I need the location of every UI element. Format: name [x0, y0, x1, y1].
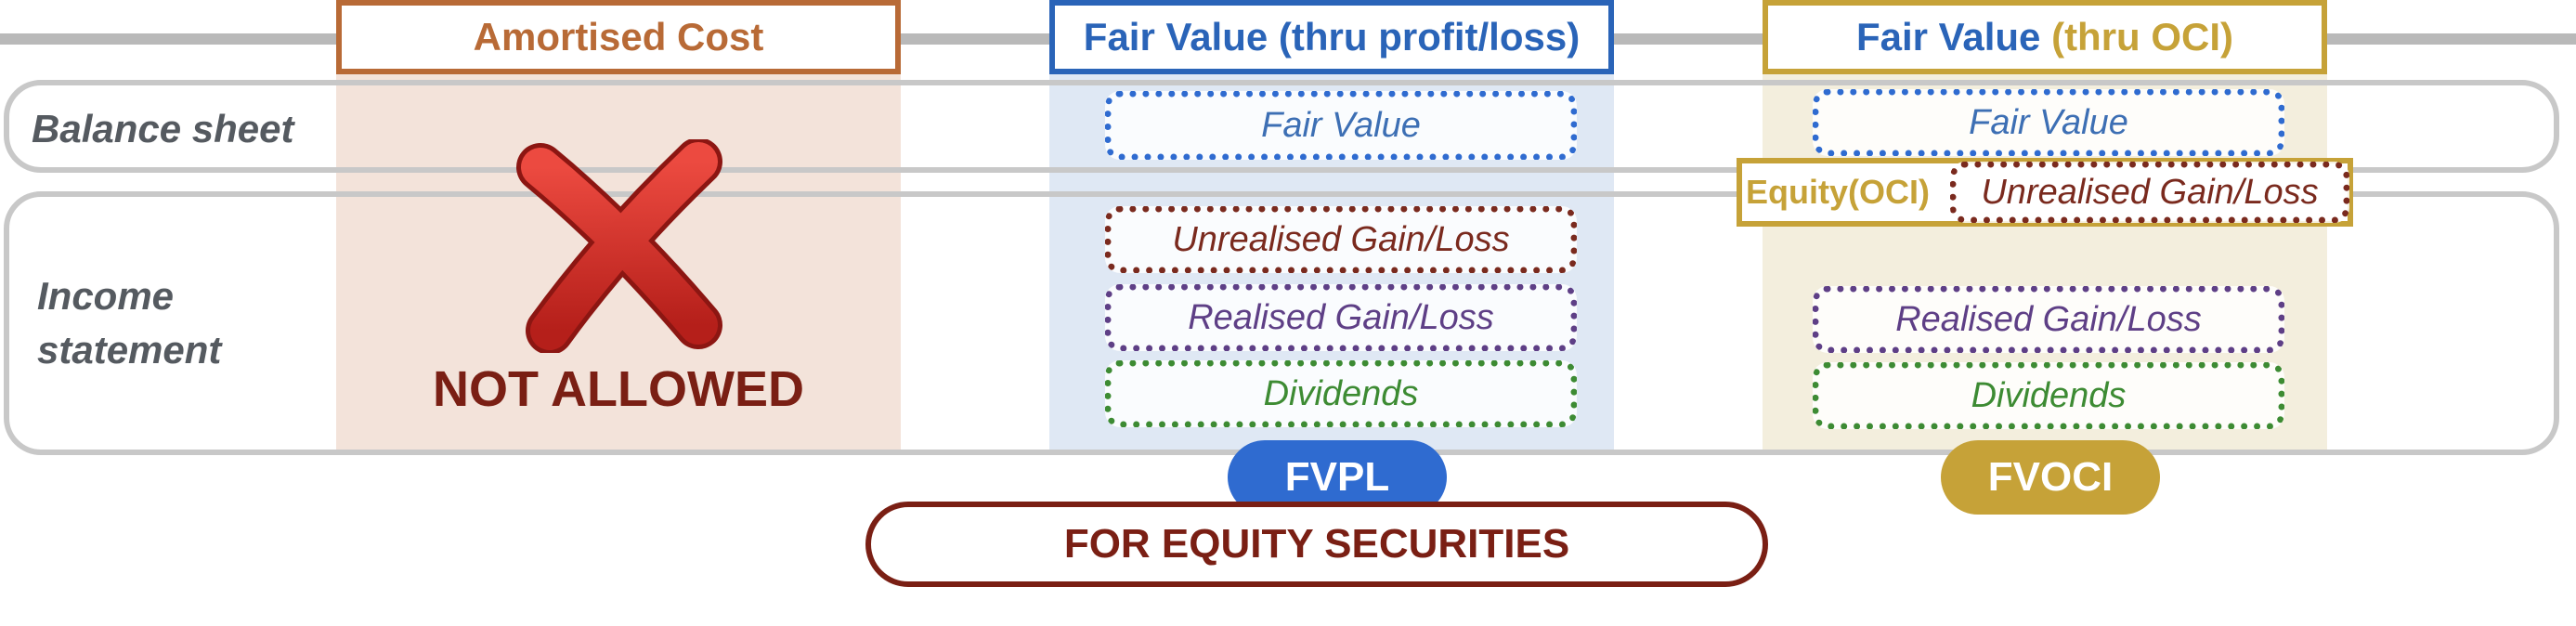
balance-sheet-label: Balance sheet — [32, 107, 294, 150]
fvoci-realised-box: Realised Gain/Loss — [1813, 286, 2284, 353]
fvoci-fair-value-box: Fair Value — [1813, 89, 2284, 156]
fvpl-header: Fair Value (thru profit/loss) — [1049, 0, 1614, 74]
fvoci-header-fair-value: Fair Value — [1855, 15, 2041, 59]
fvoci-header-thru-oci: (thru OCI) — [2051, 15, 2234, 59]
fvoci-badge: FVOCI — [1941, 440, 2160, 515]
fvoci-dividends-box: Dividends — [1813, 362, 2284, 429]
fvpl-fair-value-box: Fair Value — [1105, 91, 1577, 160]
balance-sheet-row — [4, 80, 2559, 173]
cross-x-icon — [516, 139, 722, 353]
fvpl-realised-box: Realised Gain/Loss — [1105, 284, 1577, 351]
equity-oci-label: Equity(OCI) — [1746, 173, 1930, 211]
fvoci-unrealised-box: Unrealised Gain/Loss — [1950, 162, 2349, 223]
equity-securities-footer: FOR EQUITY SECURITIES — [865, 502, 1768, 587]
amortised-cost-header: Amortised Cost — [336, 0, 901, 74]
income-statement-label: Income statement — [37, 274, 222, 372]
not-allowed-label: NOT ALLOWED — [433, 361, 804, 417]
fvpl-unrealised-box: Unrealised Gain/Loss — [1105, 206, 1577, 273]
fvpl-dividends-box: Dividends — [1105, 360, 1577, 427]
fvoci-header: Fair Value (thru OCI) — [1763, 0, 2327, 74]
